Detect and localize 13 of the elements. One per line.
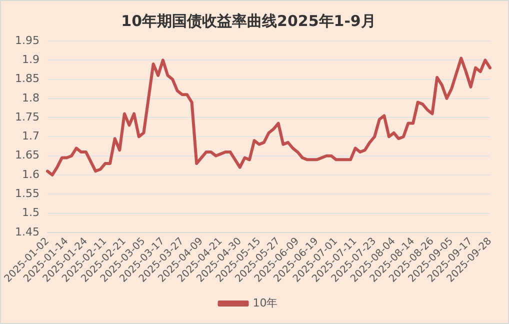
y-tick-label: 1.65 (14, 148, 40, 162)
y-tick-label: 1.95 (14, 34, 40, 47)
y-tick-label: 1.6 (22, 168, 40, 181)
y-tick-label: 1.45 (14, 225, 40, 238)
y-tick-label: 1.55 (14, 186, 40, 200)
y-tick-label: 1.8 (22, 91, 40, 104)
y-tick-label: 1.5 (22, 206, 40, 220)
y-tick-label: 1.7 (22, 130, 40, 143)
chart-title: 10年期国债收益率曲线2025年1-9月 (121, 12, 376, 30)
y-tick-label: 1.75 (14, 110, 40, 124)
y-tick-label: 1.9 (22, 53, 40, 66)
y-tick-label: 1.85 (14, 72, 40, 86)
legend-label: 10年 (252, 296, 278, 310)
